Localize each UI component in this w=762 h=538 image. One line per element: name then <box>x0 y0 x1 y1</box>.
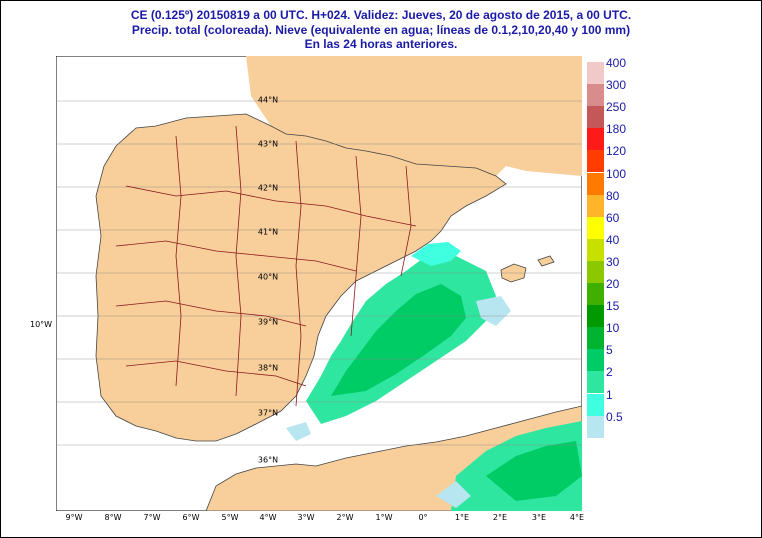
precipitation-map <box>56 56 582 511</box>
lat-label-40n: 40°N <box>257 272 279 282</box>
legend-swatch <box>587 305 604 328</box>
lon-side-label-10w: 10°W <box>30 320 53 329</box>
legend-label: 20 <box>606 277 620 291</box>
legend-label: 40 <box>606 232 620 247</box>
legend-swatch <box>587 194 604 217</box>
legend-swatch <box>587 128 604 151</box>
legend-swatch <box>587 172 604 195</box>
lat-label-44n: 44°N <box>257 95 279 105</box>
iberia-land <box>95 113 507 442</box>
lat-label-37n: 37°N <box>257 408 279 418</box>
lat-grid <box>56 100 582 446</box>
legend-label: 180 <box>606 122 627 137</box>
legend-label: 60 <box>606 210 620 225</box>
legend-swatch <box>587 106 604 129</box>
legend-label: 80 <box>606 188 620 203</box>
lon-label-3w: 3°W <box>297 513 315 522</box>
legend-label: 100 <box>606 166 627 181</box>
legend-swatch <box>587 84 604 107</box>
lon-label-7w: 7°W <box>143 513 161 522</box>
title-line-1: CE (0.125º) 20150819 a 00 UTC. H+024. Va… <box>130 8 632 22</box>
lon-label-4w: 4°W <box>259 513 277 522</box>
lon-label-3e: 3°E <box>531 513 547 522</box>
lon-label-9w: 9°W <box>65 513 83 522</box>
lon-label-8w: 8°W <box>104 513 122 522</box>
legend-swatch <box>587 62 604 85</box>
legend-label: 120 <box>606 144 627 159</box>
lat-label-43n: 43°N <box>257 139 279 149</box>
title-line-2: Precip. total (coloreada). Nieve (equiva… <box>131 23 631 37</box>
legend-label: 300 <box>606 78 627 93</box>
legend-swatch <box>587 327 604 350</box>
lat-label-36n: 36°N <box>257 455 279 465</box>
legend-swatch <box>587 349 604 372</box>
lon-label-5w: 5°W <box>221 513 239 522</box>
lon-label-4e: 4°E <box>569 513 585 522</box>
legend-label: 5 <box>606 343 613 358</box>
lon-label-0: 0° <box>418 513 428 522</box>
legend-swatch <box>587 371 604 394</box>
lon-label-1w: 1°W <box>375 513 393 522</box>
lat-label-42n: 42°N <box>257 183 279 193</box>
precip-east-coast <box>286 242 511 441</box>
legend-swatch <box>587 150 604 173</box>
france-land <box>246 56 582 176</box>
legend-label: 1 <box>606 387 613 402</box>
legend-swatch <box>587 283 604 306</box>
legend-label: 30 <box>606 254 620 269</box>
lon-label-2e: 2°E <box>492 513 508 522</box>
lat-label-41n: 41°N <box>257 227 279 237</box>
legend-swatch <box>587 260 604 283</box>
legend-label: 0.5 <box>606 409 623 424</box>
legend-swatch <box>587 393 604 416</box>
legend-label: 400 <box>606 56 627 70</box>
precip-south-east <box>436 421 582 511</box>
legend-label: 10 <box>606 321 620 336</box>
legend-label: 15 <box>606 299 620 314</box>
legend-swatch <box>587 238 604 261</box>
legend-swatch <box>587 415 604 438</box>
legend-swatch <box>587 216 604 239</box>
lon-label-6w: 6°W <box>182 513 200 522</box>
title-line-3: En las 24 horas anteriores. <box>304 37 458 51</box>
lat-label-38n: 38°N <box>257 363 279 373</box>
legend-label: 2 <box>606 365 613 380</box>
legend-label: 250 <box>606 100 627 115</box>
lon-label-2w: 2°W <box>336 513 354 522</box>
lat-label-39n: 39°N <box>257 317 279 327</box>
lon-label-1e: 1°E <box>454 513 470 522</box>
menorca-island <box>537 255 555 267</box>
province-borders <box>115 125 417 407</box>
